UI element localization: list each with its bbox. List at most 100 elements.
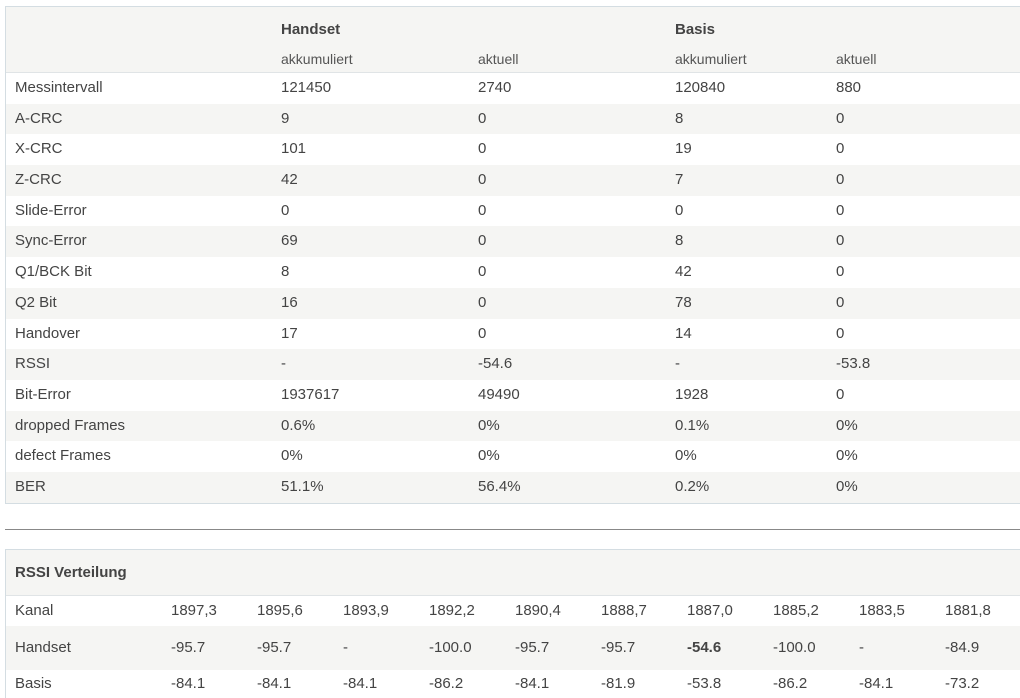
group-header-handset: Handset [281, 21, 341, 38]
handset-akkumuliert-value: 0% [281, 447, 303, 465]
subheader-handset-akkumuliert: akkumuliert [281, 51, 353, 67]
basis-akkumuliert-value: 19 [675, 140, 692, 158]
handset-akkumuliert-value: 9 [281, 109, 290, 127]
basis-aktuell-value: 0 [836, 109, 845, 127]
handset-aktuell-value: 0% [478, 416, 500, 434]
table-row: dropped Frames 0.6% 0% 0.1% 0% [6, 410, 1020, 442]
kanal-cell: 1895,6 [257, 602, 303, 619]
basis-rssi-cell: -86.2 [429, 675, 464, 692]
handset-aktuell-value: 0% [478, 447, 500, 465]
basis-aktuell-value: -53.8 [836, 355, 871, 373]
row-label: Kanal [15, 602, 54, 619]
basis-akkumuliert-value: 0% [675, 447, 697, 465]
basis-rssi-cell: -84.1 [171, 675, 206, 692]
basis-aktuell-value: 0 [836, 293, 845, 311]
basis-akkumuliert-value: 14 [675, 324, 692, 342]
handset-rssi-cell: -84.9 [945, 639, 980, 656]
kanal-cell: 1893,9 [343, 602, 389, 619]
row-label: Z-CRC [15, 171, 62, 189]
basis-akkumuliert-value: 120840 [675, 79, 726, 96]
handset-aktuell-value: 2740 [478, 79, 512, 96]
handset-akkumuliert-value: 0.6% [281, 416, 316, 434]
row-label: RSSI [15, 355, 51, 373]
subheader-basis-aktuell: aktuell [836, 51, 877, 67]
basis-aktuell-value: 0% [836, 477, 858, 495]
row-label: Bit-Error [15, 385, 71, 403]
handset-aktuell-value: 0 [478, 232, 487, 250]
basis-aktuell-value: 0% [836, 416, 858, 434]
basis-aktuell-value: 0 [836, 171, 845, 189]
table-row: Handover 17 0 14 0 [6, 319, 1020, 350]
row-label: Sync-Error [15, 232, 87, 250]
subheader-handset-aktuell: aktuell [478, 51, 519, 67]
section-divider [5, 529, 1020, 530]
table-row: Q1/BCK Bit 8 0 42 0 [6, 257, 1020, 288]
handset-aktuell-value: 0 [478, 324, 487, 342]
basis-aktuell-value: 0 [836, 232, 845, 250]
basis-rssi-cell: -73.2 [945, 675, 980, 692]
basis-aktuell-value: 880 [836, 79, 862, 96]
handset-akkumuliert-value: 17 [281, 324, 298, 342]
table-row: Z-CRC 42 0 7 0 [6, 165, 1020, 196]
subheader-basis-akkumuliert: akkumuliert [675, 51, 747, 67]
handset-rssi-cell: -95.7 [601, 639, 636, 656]
row-label: defect Frames [15, 447, 111, 465]
basis-akkumuliert-value: 7 [675, 171, 684, 189]
handset-aktuell-value: 0 [478, 201, 487, 219]
basis-rssi-cell: -84.1 [343, 675, 378, 692]
table-row: Bit-Error 1937617 49490 1928 0 [6, 380, 1020, 411]
basis-aktuell-value: 0% [836, 447, 858, 465]
handset-rssi-cell: - [343, 639, 348, 656]
kanal-cell: 1897,3 [171, 602, 217, 619]
handset-aktuell-value: 56.4% [478, 477, 521, 495]
basis-rssi-cell: -53.8 [687, 675, 722, 692]
rssi-distribution-table: RSSI Verteilung Kanal 1897,3 1895,6 1893… [5, 549, 1020, 698]
handset-aktuell-value: -54.6 [478, 355, 513, 373]
table-row-handset: Handset -95.7 -95.7 - -100.0 -95.7 -95.7… [6, 626, 1020, 670]
row-label: dropped Frames [15, 416, 126, 434]
handset-akkumuliert-value: 51.1% [281, 477, 324, 495]
table-row: A-CRC 9 0 8 0 [6, 103, 1020, 135]
row-label: Handset [15, 639, 71, 656]
basis-aktuell-value: 0 [836, 324, 845, 342]
basis-akkumuliert-value: 8 [675, 109, 684, 127]
kanal-cell: 1890,4 [515, 602, 561, 619]
handset-akkumuliert-value: - [281, 355, 286, 373]
row-label: X-CRC [15, 140, 63, 158]
table-row: RSSI - -54.6 - -53.8 [6, 349, 1020, 380]
basis-aktuell-value: 0 [836, 385, 845, 403]
row-label: BER [15, 477, 46, 495]
table-row: BER 51.1% 56.4% 0.2% 0% [6, 471, 1020, 503]
basis-akkumuliert-value: 0.1% [675, 416, 710, 434]
handset-aktuell-value: 0 [478, 171, 487, 189]
kanal-cell: 1881,8 [945, 602, 991, 619]
basis-rssi-cell: -84.1 [257, 675, 292, 692]
basis-aktuell-value: 0 [836, 263, 845, 281]
handset-akkumuliert-value: 1937617 [281, 385, 340, 403]
basis-akkumuliert-value: 0.2% [675, 477, 710, 495]
basis-rssi-cell: -81.9 [601, 675, 636, 692]
handset-rssi-cell: -95.7 [257, 639, 292, 656]
basis-akkumuliert-value: 78 [675, 293, 692, 311]
handset-akkumuliert-value: 0 [281, 201, 290, 219]
table-row-kanal: Kanal 1897,3 1895,6 1893,9 1892,2 1890,4… [6, 596, 1020, 626]
kanal-cell: 1892,2 [429, 602, 475, 619]
basis-akkumuliert-value: - [675, 355, 680, 373]
table-row: Messintervall 121450 2740 120840 880 [6, 73, 1020, 104]
handset-akkumuliert-value: 69 [281, 232, 298, 250]
table-row: Slide-Error 0 0 0 0 [6, 196, 1020, 227]
handset-akkumuliert-value: 101 [281, 140, 307, 158]
row-label: Q1/BCK Bit [15, 263, 92, 281]
basis-akkumuliert-value: 8 [675, 232, 684, 250]
kanal-cell: 1883,5 [859, 602, 905, 619]
basis-aktuell-value: 0 [836, 201, 845, 219]
basis-akkumuliert-value: 0 [675, 201, 684, 219]
handset-akkumuliert-value: 42 [281, 171, 298, 189]
rssi-table-title: RSSI Verteilung [6, 550, 1020, 596]
handset-rssi-cell: -100.0 [429, 639, 472, 656]
handset-aktuell-value: 0 [478, 293, 487, 311]
table-row: defect Frames 0% 0% 0% 0% [6, 441, 1020, 472]
row-label: Slide-Error [15, 201, 87, 219]
basis-akkumuliert-value: 1928 [675, 385, 709, 403]
kanal-cell: 1888,7 [601, 602, 647, 619]
